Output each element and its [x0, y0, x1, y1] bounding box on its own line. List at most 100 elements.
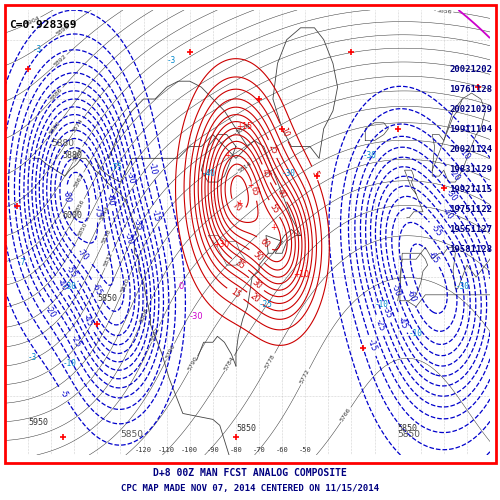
Text: -100: -100 — [182, 447, 198, 453]
Text: 19581128: 19581128 — [450, 245, 492, 254]
Text: -90: -90 — [206, 447, 219, 453]
Text: -50: -50 — [299, 447, 312, 453]
Text: 25: 25 — [266, 143, 278, 156]
Text: 5880: 5880 — [48, 120, 62, 136]
Text: -35: -35 — [132, 218, 143, 232]
Text: 5904: 5904 — [24, 16, 40, 27]
Text: 5868: 5868 — [72, 146, 84, 162]
Text: 5856: 5856 — [436, 8, 452, 14]
Text: 5880: 5880 — [51, 140, 74, 148]
Text: C=0.928369: C=0.928369 — [10, 20, 77, 30]
Text: 5950: 5950 — [28, 418, 48, 428]
Text: -7: -7 — [16, 258, 26, 267]
Text: 19831129: 19831129 — [450, 165, 492, 174]
Text: -40: -40 — [54, 278, 69, 293]
Text: 5766: 5766 — [340, 407, 352, 422]
Text: -35: -35 — [380, 304, 393, 320]
Text: -55: -55 — [429, 224, 444, 238]
Text: -65: -65 — [426, 250, 440, 265]
Text: -60: -60 — [404, 288, 417, 304]
Text: -10: -10 — [374, 300, 388, 308]
Text: -30: -30 — [363, 152, 377, 160]
Text: 5832: 5832 — [104, 252, 115, 268]
Text: -30: -30 — [190, 312, 203, 320]
Text: -40: -40 — [202, 169, 215, 178]
Text: 5844: 5844 — [98, 206, 110, 222]
Text: -30: -30 — [124, 170, 136, 185]
Text: -45: -45 — [81, 312, 94, 328]
Text: -55: -55 — [64, 264, 79, 280]
Text: 5850: 5850 — [120, 430, 144, 439]
Text: -30: -30 — [62, 282, 76, 291]
Text: +: + — [270, 222, 277, 232]
Text: 19751122: 19751122 — [450, 205, 492, 214]
Text: 45: 45 — [260, 167, 272, 180]
Text: 40: 40 — [275, 187, 288, 200]
Text: 5772: 5772 — [299, 368, 311, 385]
Text: 5802: 5802 — [150, 326, 161, 342]
Text: -75: -75 — [92, 204, 102, 218]
Text: 60: 60 — [258, 236, 271, 250]
Text: 30: 30 — [250, 278, 263, 290]
Text: 50: 50 — [250, 250, 264, 262]
Text: -30: -30 — [282, 169, 296, 178]
Text: -40: -40 — [440, 206, 455, 221]
Text: -3: -3 — [166, 56, 176, 66]
Text: 5850: 5850 — [77, 221, 88, 237]
Text: 55: 55 — [268, 202, 280, 215]
Text: -50: -50 — [122, 231, 134, 246]
Text: 20021029: 20021029 — [450, 105, 492, 114]
Text: -3: -3 — [32, 44, 42, 54]
Text: 5892: 5892 — [52, 54, 68, 68]
Text: -10: -10 — [147, 162, 158, 176]
Text: -10: -10 — [62, 359, 76, 368]
Text: 5796: 5796 — [164, 344, 176, 359]
Text: 10: 10 — [278, 126, 290, 138]
Text: 20021202: 20021202 — [450, 65, 492, 74]
Text: -25: -25 — [68, 334, 82, 348]
Text: 5784: 5784 — [223, 356, 235, 372]
Text: 19921115: 19921115 — [450, 185, 492, 194]
Text: -50: -50 — [390, 283, 402, 298]
Text: 70: 70 — [230, 200, 243, 213]
Text: 5850: 5850 — [398, 424, 417, 434]
Text: -30: -30 — [456, 282, 469, 291]
Text: -10: -10 — [456, 147, 471, 162]
Text: +15: +15 — [236, 122, 252, 130]
Text: -20: -20 — [44, 304, 58, 320]
Text: 5778: 5778 — [264, 353, 276, 369]
Text: -5: -5 — [58, 388, 69, 400]
Text: 35: 35 — [234, 258, 247, 271]
Text: CPC MAP MADE NOV 07, 2014 CENTERED ON 11/15/2014: CPC MAP MADE NOV 07, 2014 CENTERED ON 11… — [121, 484, 379, 494]
Text: -60: -60 — [276, 447, 288, 453]
Text: 5856: 5856 — [74, 199, 86, 215]
Text: 65: 65 — [248, 186, 260, 197]
Text: 5826: 5826 — [236, 122, 252, 134]
Text: -30: -30 — [444, 188, 458, 204]
Text: -65: -65 — [90, 282, 104, 297]
Text: -75: -75 — [109, 163, 123, 172]
Text: +: + — [248, 181, 254, 190]
Text: 5814: 5814 — [237, 161, 253, 174]
Text: -120: -120 — [135, 447, 152, 453]
Text: 5820: 5820 — [120, 277, 131, 293]
Text: -25: -25 — [374, 318, 386, 332]
Text: 5838: 5838 — [101, 228, 112, 244]
Text: 5850: 5850 — [98, 294, 117, 302]
Text: 6000: 6000 — [62, 210, 82, 220]
Text: 20: 20 — [248, 292, 262, 305]
Text: -80: -80 — [230, 447, 242, 453]
Text: 5880: 5880 — [62, 152, 82, 160]
Text: 20021124: 20021124 — [450, 145, 492, 154]
Text: 5874: 5874 — [72, 118, 85, 134]
Text: -110: -110 — [158, 447, 175, 453]
Text: -45: -45 — [396, 315, 409, 330]
Text: -70: -70 — [76, 247, 90, 262]
Text: +: + — [224, 152, 231, 160]
Text: -15: -15 — [366, 338, 378, 352]
Text: -25: -25 — [259, 300, 273, 308]
Text: 5850: 5850 — [398, 430, 420, 439]
Text: -60: -60 — [105, 193, 116, 207]
Text: 5808: 5808 — [139, 307, 150, 323]
Text: -10: -10 — [409, 330, 423, 338]
